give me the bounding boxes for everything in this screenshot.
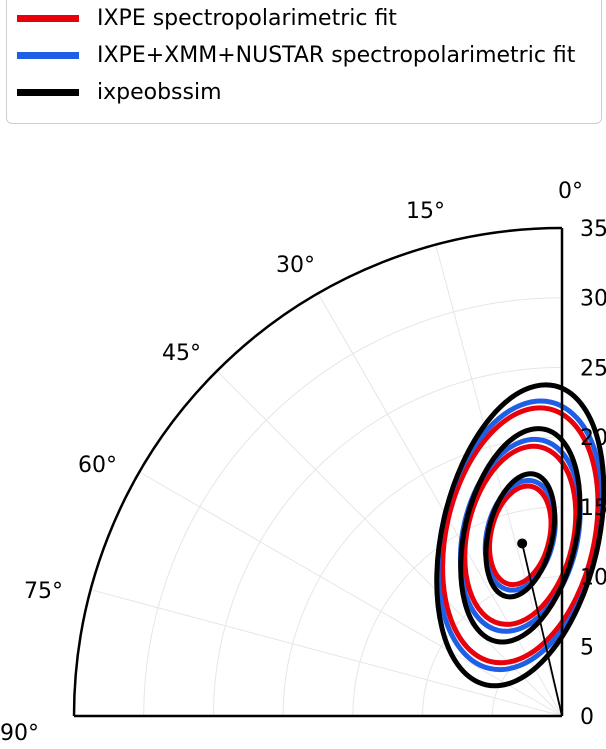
- tick-labels: 0 5 10 15 20 25 30 35 0° 15° 30° 45° 60° 75° 90°: [0, 179, 606, 746]
- arc-gridline-30: [143, 297, 563, 717]
- r-tick-label-30: 30: [580, 287, 606, 312]
- polarization-vector: [521, 543, 563, 717]
- outer-arc: [72, 226, 563, 717]
- r-tick-label-25: 25: [580, 356, 606, 381]
- legend-label-ixpeobssim: ixpeobssim: [97, 79, 222, 105]
- contour-series2-level1: [458, 426, 583, 645]
- r-tick-label-20: 20: [580, 426, 606, 451]
- r-tick-label-15: 15: [580, 496, 606, 521]
- theta-tick-label-45: 45°: [162, 341, 201, 366]
- radial-gridline-30: [317, 293, 563, 717]
- polar-frame: [72, 226, 564, 718]
- contour-series0-level0: [487, 483, 554, 588]
- contour-layer: [434, 382, 606, 717]
- theta-tick-label-90: 90°: [0, 721, 39, 746]
- legend-item-ixpeobssim: ixpeobssim: [17, 77, 222, 107]
- radial-gridline-45: [216, 370, 563, 717]
- r-tick-label-5: 5: [580, 635, 594, 660]
- legend-label-ixpe: IXPE spectropolarimetric fit: [97, 5, 397, 31]
- legend: IXPE spectropolarimetric fit IXPE+XMM+NU…: [6, 0, 602, 124]
- r-tick-label-10: 10: [580, 566, 606, 591]
- legend-item-ixpe: IXPE spectropolarimetric fit: [17, 3, 397, 33]
- theta-tick-label-30: 30°: [276, 253, 315, 278]
- arc-gridline-25: [212, 366, 563, 717]
- legend-swatch-ixpe-xmm-nustar: [17, 51, 79, 59]
- measured-point: [517, 538, 528, 549]
- arc-gridline-20: [282, 436, 563, 717]
- legend-label-ixpe-xmm-nustar: IXPE+XMM+NUSTAR spectropolarimetric fit: [97, 42, 576, 68]
- legend-item-ixpe-xmm-nustar: IXPE+XMM+NUSTAR spectropolarimetric fit: [17, 40, 575, 70]
- r-tick-label-35: 35: [580, 217, 606, 242]
- theta-tick-label-15: 15°: [406, 199, 445, 224]
- legend-swatch-ixpe: [17, 14, 79, 22]
- contour-series0-level2: [440, 405, 601, 666]
- r-tick-label-0: 0: [580, 705, 594, 730]
- contour-series0-level1: [462, 443, 579, 627]
- polar-grid: [90, 244, 563, 717]
- theta-tick-label-60: 60°: [78, 453, 117, 478]
- theta-tick-label-0: 0°: [558, 179, 583, 204]
- radial-gridline-75: [90, 589, 563, 717]
- contour-series2-level0: [483, 471, 558, 600]
- contour-series2-level2: [434, 382, 606, 689]
- legend-swatch-ixpeobssim: [17, 88, 79, 96]
- radial-gridline-15: [435, 244, 563, 717]
- theta-tick-label-75: 75°: [24, 579, 63, 604]
- arc-gridline-15: [352, 506, 563, 717]
- radial-gridline-60: [139, 471, 563, 717]
